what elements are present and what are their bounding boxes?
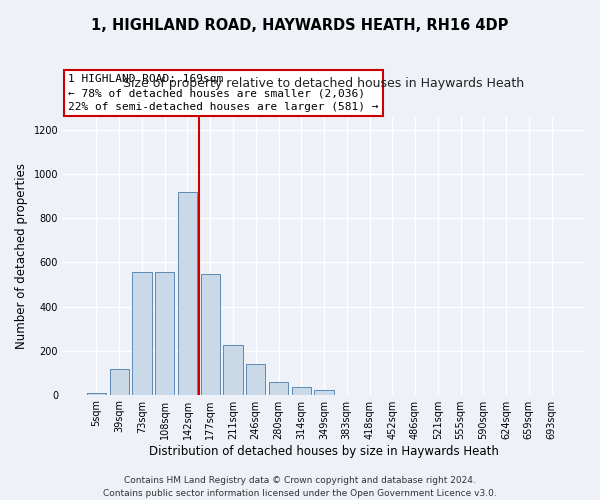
Bar [178, 192, 197, 394]
Y-axis label: Number of detached properties: Number of detached properties [15, 163, 28, 349]
Bar [246, 364, 265, 394]
Bar [155, 272, 175, 394]
Bar [110, 370, 129, 394]
Text: 1 HIGHLAND ROAD: 169sqm
← 78% of detached houses are smaller (2,036)
22% of semi: 1 HIGHLAND ROAD: 169sqm ← 78% of detache… [68, 74, 379, 112]
X-axis label: Distribution of detached houses by size in Haywards Heath: Distribution of detached houses by size … [149, 444, 499, 458]
Bar [269, 382, 288, 394]
Text: Contains HM Land Registry data © Crown copyright and database right 2024.
Contai: Contains HM Land Registry data © Crown c… [103, 476, 497, 498]
Bar [132, 272, 152, 394]
Text: 1, HIGHLAND ROAD, HAYWARDS HEATH, RH16 4DP: 1, HIGHLAND ROAD, HAYWARDS HEATH, RH16 4… [91, 18, 509, 32]
Bar [200, 274, 220, 394]
Bar [314, 390, 334, 394]
Bar [223, 345, 242, 395]
Bar [292, 388, 311, 394]
Title: Size of property relative to detached houses in Haywards Heath: Size of property relative to detached ho… [124, 76, 524, 90]
Bar [87, 393, 106, 394]
